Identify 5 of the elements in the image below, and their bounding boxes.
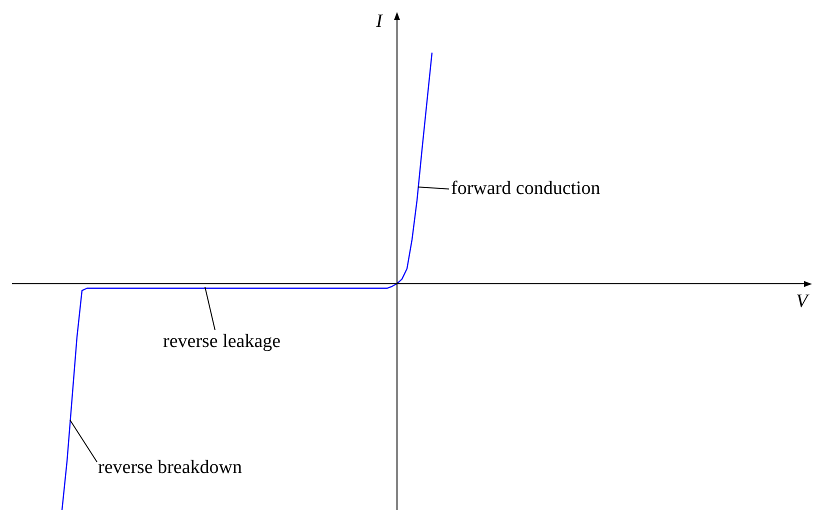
annotation: forward conduction [451,178,600,199]
y-axis-title: I [376,11,382,32]
annotation: reverse leakage [163,331,281,352]
annotation: reverse breakdown [98,457,242,478]
x-axis-title: V [796,291,808,312]
